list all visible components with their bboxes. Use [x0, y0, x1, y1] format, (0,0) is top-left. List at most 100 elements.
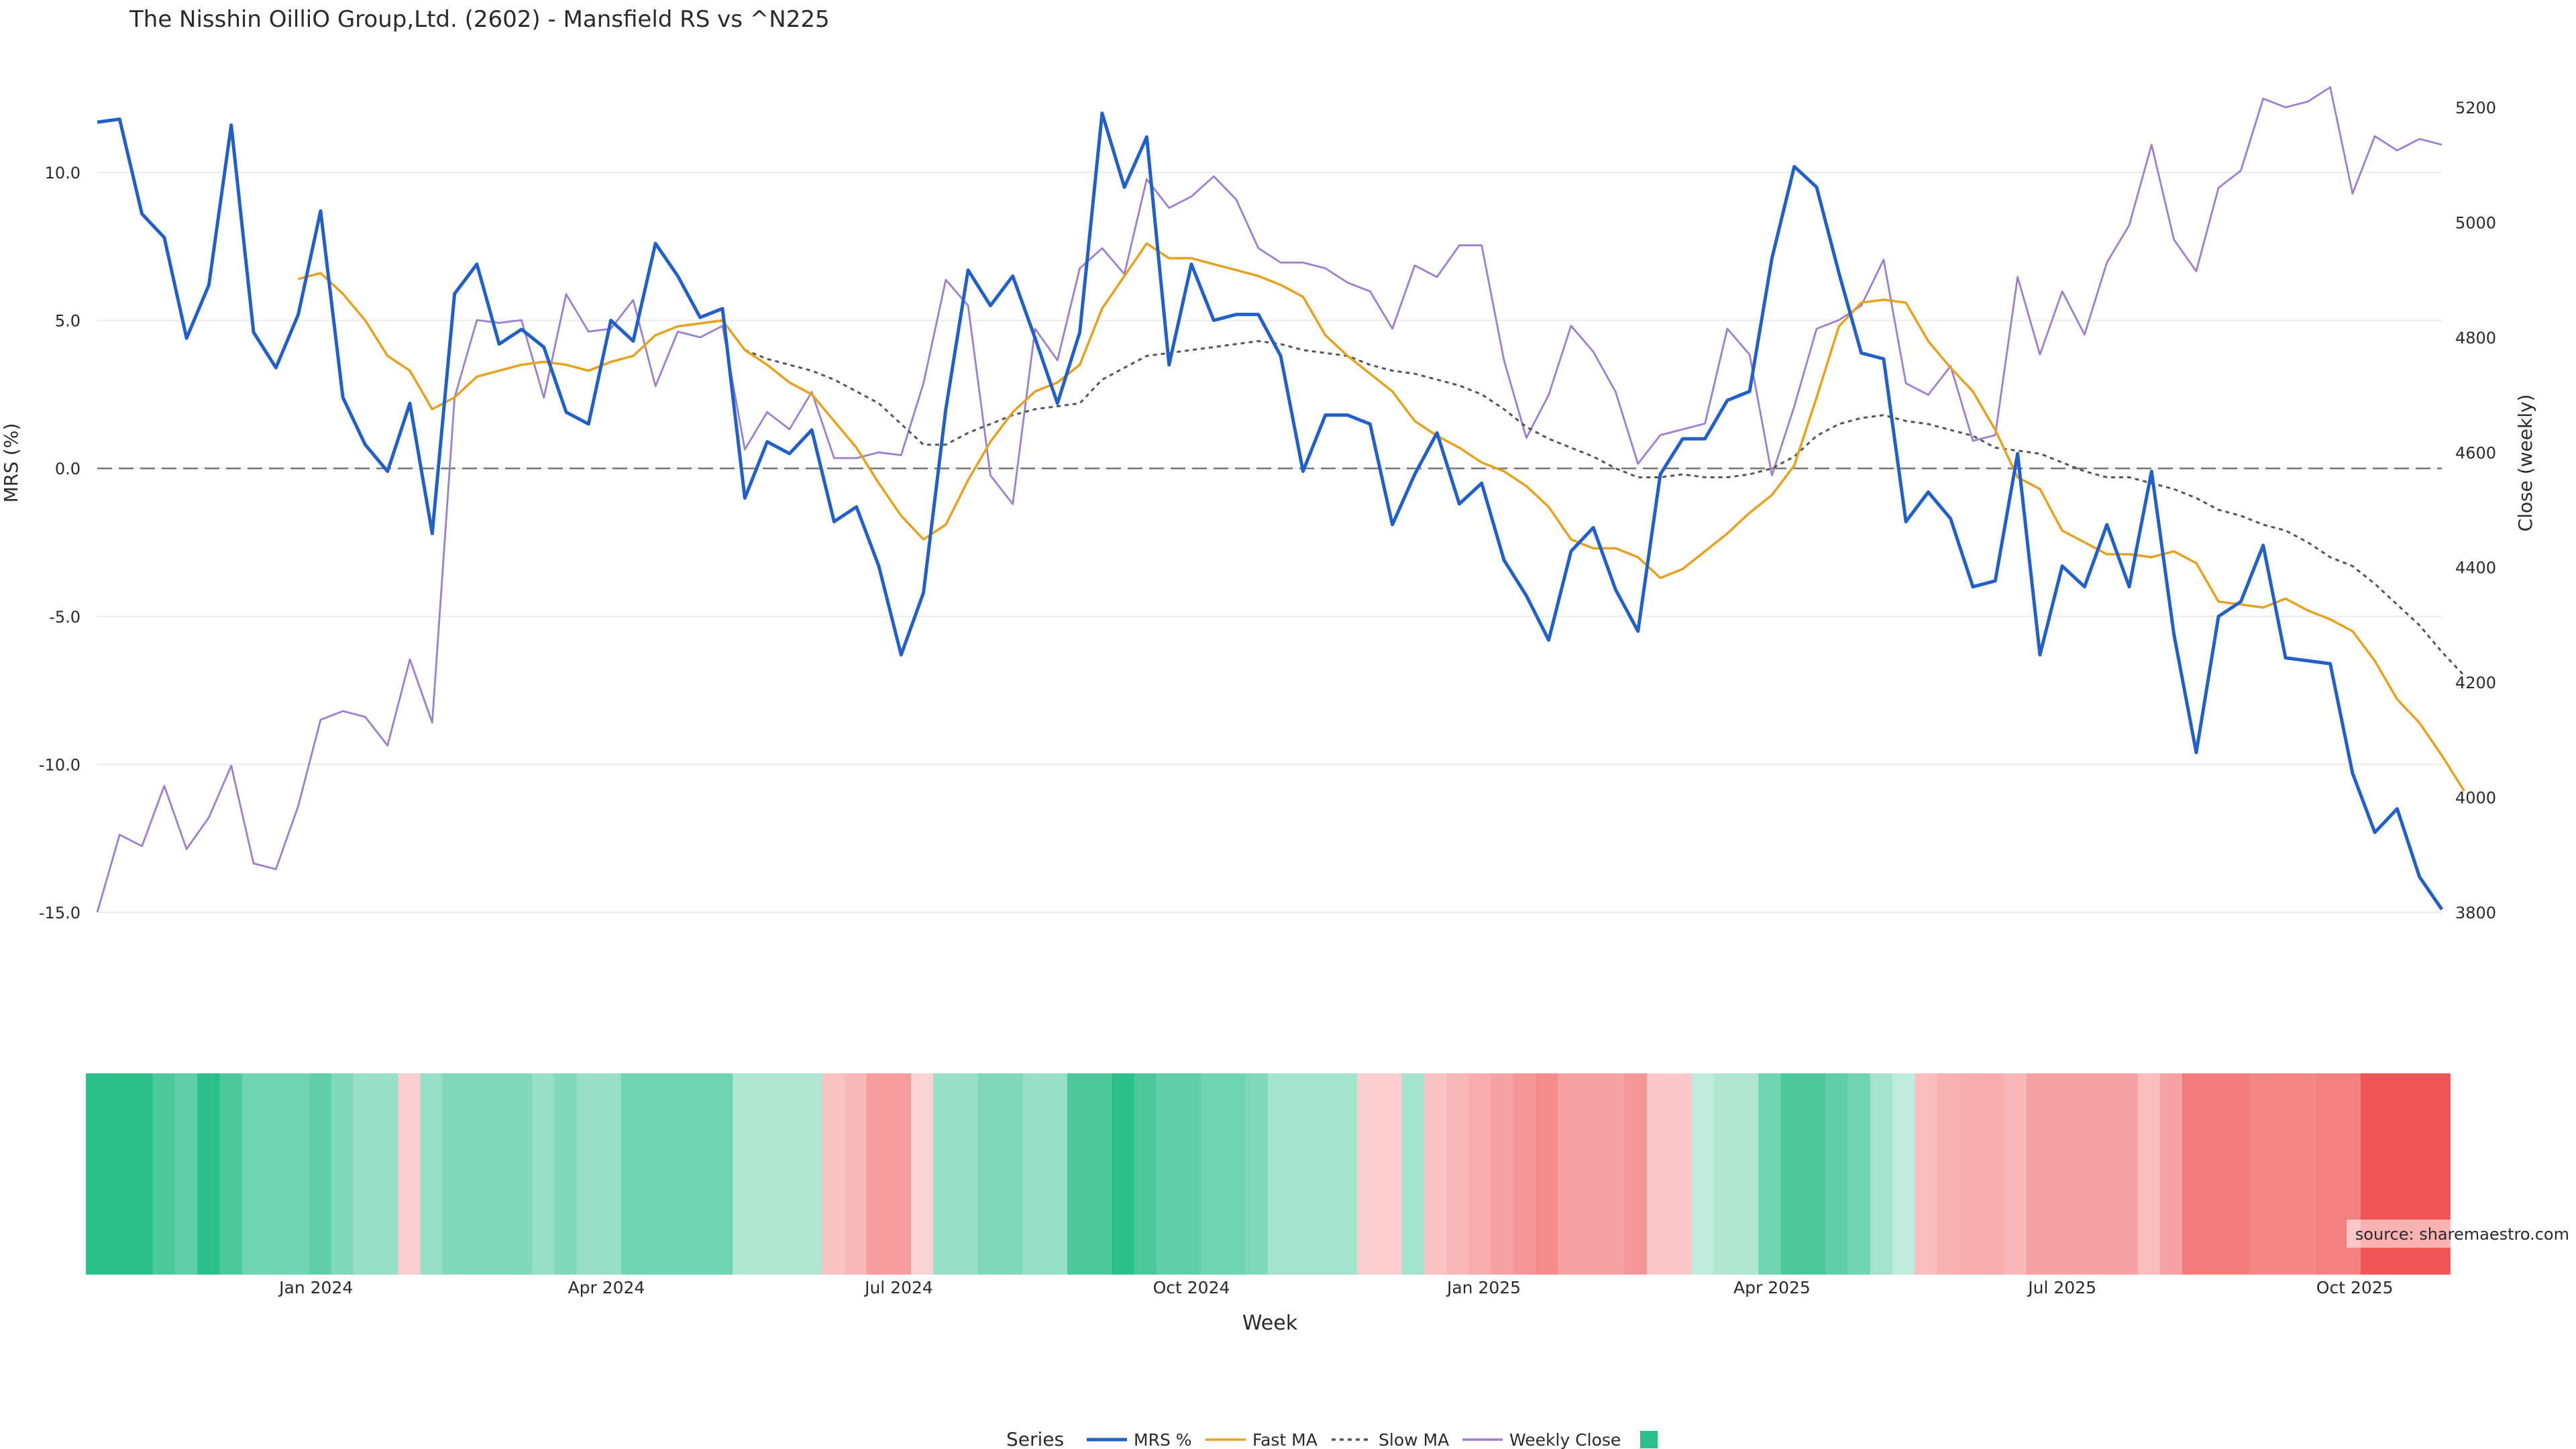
strip-cell: [420, 1073, 443, 1275]
strip-cell: [86, 1073, 109, 1275]
strip-cell: [2271, 1073, 2295, 1275]
strip-cell: [733, 1073, 756, 1275]
strip-cell: [1602, 1073, 1625, 1275]
strip-cell: [1134, 1073, 1157, 1275]
strip-cell: [1468, 1073, 1492, 1275]
strip-cell: [1580, 1073, 1603, 1275]
strip-cell: [1268, 1073, 1291, 1275]
strip-cell: [2115, 1073, 2139, 1275]
strip-cell: [2204, 1073, 2228, 1275]
x-axis-ticks: Jan 2024 Apr 2024 Jul 2024 Oct 2024 Jan 2025…: [278, 1278, 2393, 1297]
legend-label: Slow MA: [1379, 1430, 1449, 1449]
strip-cell: [1713, 1073, 1737, 1275]
strip-cell: [1245, 1073, 1269, 1275]
strip-cell: [1401, 1073, 1425, 1275]
strip-cell: [1022, 1073, 1046, 1275]
strip-cell: [598, 1073, 622, 1275]
weekly-close-line: [96, 86, 2443, 913]
strip-cell: [844, 1073, 867, 1275]
strip-cell: [1736, 1073, 1760, 1275]
strip-cell: [1535, 1073, 1558, 1275]
x-tick-label: Oct 2024: [1153, 1278, 1230, 1297]
strip-cell: [2004, 1073, 2027, 1275]
strip-cell: [2226, 1073, 2250, 1275]
strip-cell: [1780, 1073, 1804, 1275]
right-tick-label: 5000: [2455, 213, 2496, 232]
strip-cell: [465, 1073, 488, 1275]
strip-cell: [1223, 1073, 1246, 1275]
legend-label: MRS %: [1134, 1430, 1192, 1449]
left-axis-ticks: 10.0 5.0 0.0 -5.0 -10.0 -15.0: [39, 164, 80, 922]
strip-cell: [264, 1073, 288, 1275]
x-tick-label: Apr 2024: [568, 1278, 645, 1297]
strip-cell: [1513, 1073, 1536, 1275]
strip-cell: [1981, 1073, 2004, 1275]
strip-cell: [2070, 1073, 2094, 1275]
strip-cell: [1669, 1073, 1693, 1275]
strip-cell: [398, 1073, 421, 1275]
strip-cell: [576, 1073, 600, 1275]
right-tick-label: 3800: [2455, 904, 2496, 922]
right-tick-label: 5200: [2455, 99, 2496, 117]
source-label: source: sharemaestro.com: [2355, 1225, 2569, 1244]
chart-title: The Nisshin OilliO Group,Ltd. (2602) - M…: [129, 6, 830, 33]
strip-cell: [2026, 1073, 2049, 1275]
strip-cell: [309, 1073, 332, 1275]
slow-ma-line: [744, 340, 2465, 677]
strip-cell: [2137, 1073, 2161, 1275]
left-tick-label: 5.0: [55, 312, 80, 331]
legend-label: Fast MA: [1252, 1430, 1318, 1449]
heat-strip: [86, 1073, 2568, 1275]
strip-cell: [1847, 1073, 1871, 1275]
strip-cell: [130, 1073, 154, 1275]
strip-cell: [1044, 1073, 1068, 1275]
strip-cell: [1290, 1073, 1313, 1275]
strip-cell: [1825, 1073, 1849, 1275]
x-tick-label: Jan 2024: [278, 1278, 353, 1297]
strip-cell: [331, 1073, 354, 1275]
strip-cell: [1424, 1073, 1447, 1275]
x-tick-label: Oct 2025: [2316, 1278, 2394, 1297]
strip-cell: [108, 1073, 131, 1275]
strip-cell: [2159, 1073, 2183, 1275]
left-tick-label: -5.0: [49, 608, 80, 627]
strip-cell: [1691, 1073, 1715, 1275]
strip-cell: [755, 1073, 778, 1275]
strip-cell: [241, 1073, 265, 1275]
strip-cell: [1379, 1073, 1403, 1275]
mrs-line: [97, 111, 2444, 911]
strip-cell: [197, 1073, 221, 1275]
strip-cell: [174, 1073, 199, 1275]
strip-cell: [2249, 1073, 2272, 1275]
strip-cell: [933, 1073, 957, 1275]
strip-cell: [1892, 1073, 1915, 1275]
right-tick-label: 4800: [2455, 329, 2496, 347]
x-tick-label: Jan 2025: [1446, 1278, 1521, 1297]
strip-cell: [1803, 1073, 1826, 1275]
strip-cell: [1870, 1073, 1893, 1275]
strip-cell: [2048, 1073, 2072, 1275]
strip-cell: [1647, 1073, 1670, 1275]
x-tick-label: Apr 2025: [1733, 1278, 1811, 1297]
strip-cell: [799, 1073, 822, 1275]
strip-cell: [1758, 1073, 1782, 1275]
strip-cell: [152, 1073, 176, 1275]
strip-cell: [2316, 1073, 2339, 1275]
series-lines: [96, 86, 2465, 913]
strip-cell: [1179, 1073, 1202, 1275]
strip-cell: [1334, 1073, 1358, 1275]
strip-cell: [442, 1073, 466, 1275]
strip-cell: [1915, 1073, 1938, 1275]
strip-cell: [376, 1073, 399, 1275]
left-tick-label: -15.0: [39, 904, 80, 922]
strip-cell: [643, 1073, 667, 1275]
strip-cell: [1959, 1073, 1982, 1275]
right-tick-label: 4000: [2455, 789, 2496, 808]
x-tick-label: Jul 2025: [2027, 1278, 2096, 1297]
left-tick-label: -10.0: [39, 755, 80, 774]
strip-cell: [1112, 1073, 1135, 1275]
strip-cell: [1937, 1073, 1960, 1275]
strip-cell: [2294, 1073, 2317, 1275]
strip-cell: [665, 1073, 689, 1275]
